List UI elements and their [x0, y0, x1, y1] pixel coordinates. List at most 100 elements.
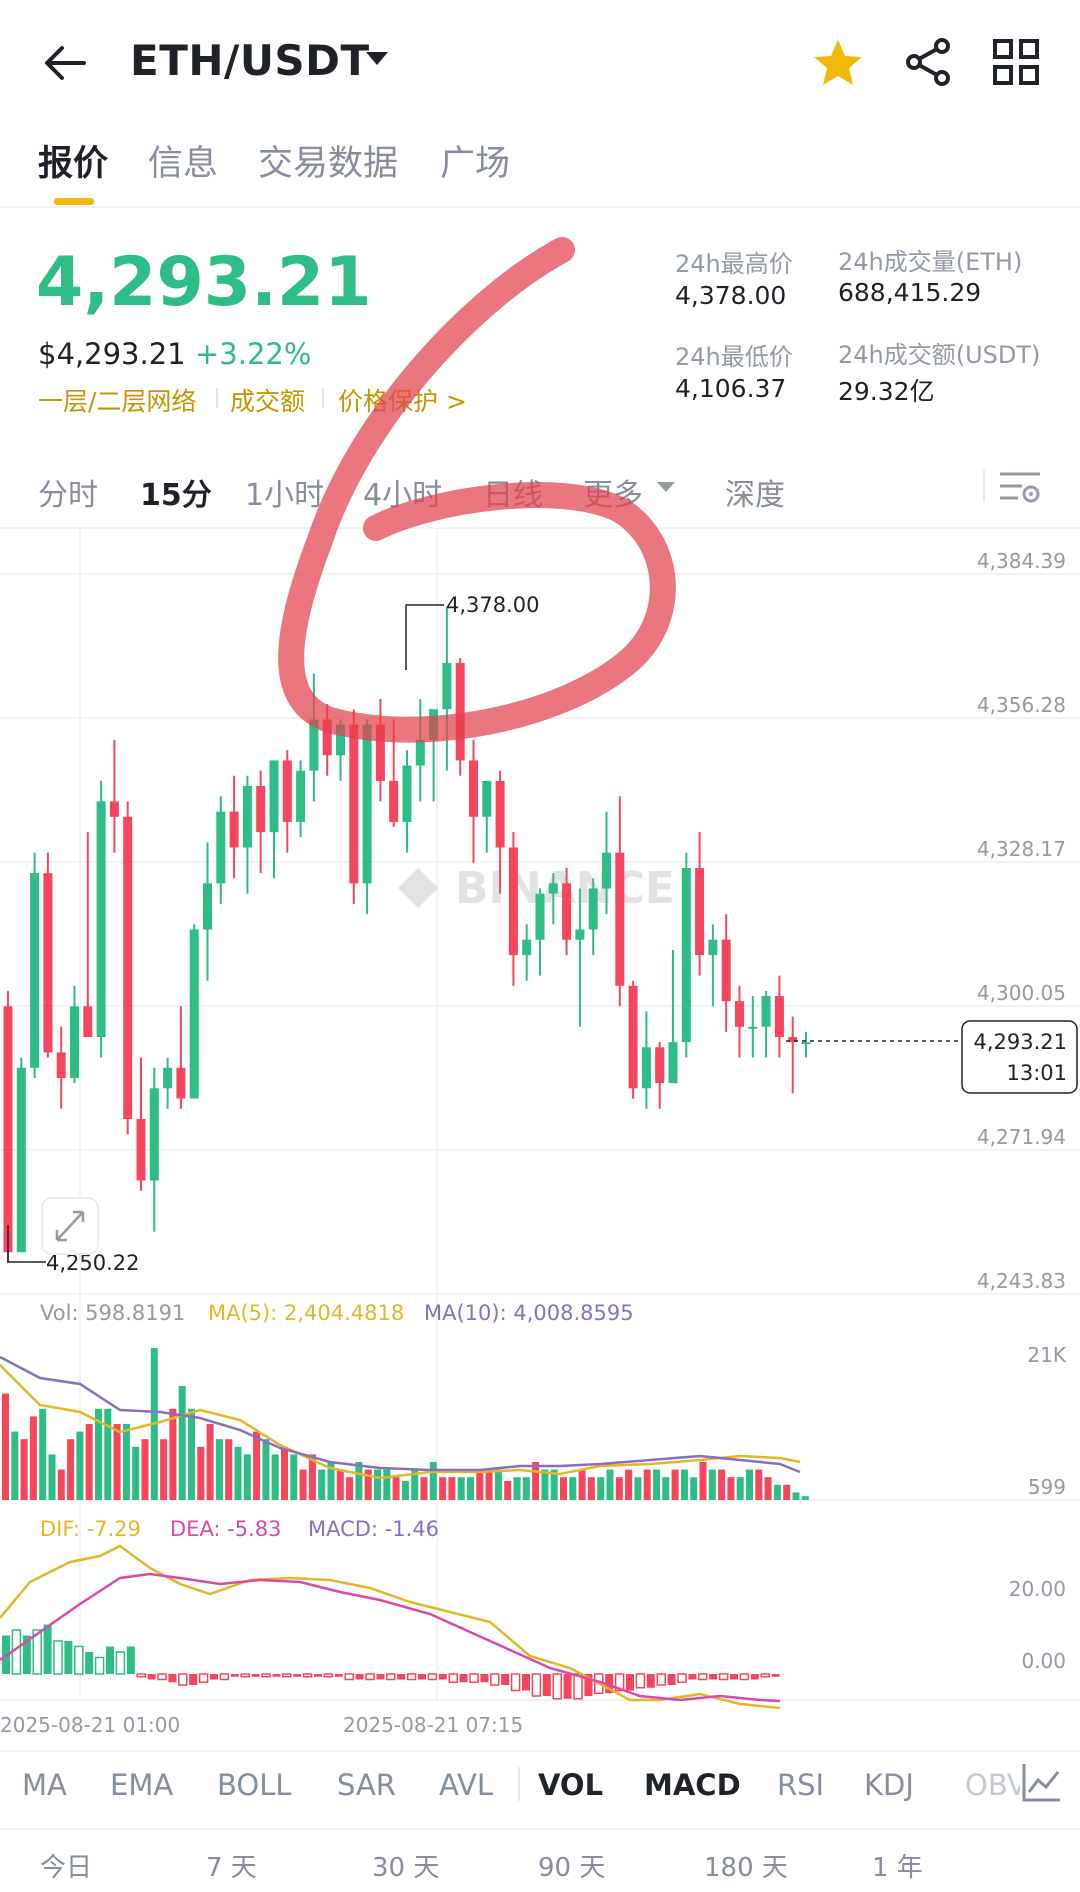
macd-bar [43, 1624, 52, 1674]
range-30d[interactable]: 30 天 [372, 1853, 440, 1883]
volume-bar [206, 1424, 214, 1500]
favorite-star-icon[interactable] [810, 36, 866, 92]
volume-bar [690, 1477, 698, 1500]
turnover-link[interactable]: 成交额 [230, 387, 306, 416]
volume-bar [20, 1439, 28, 1500]
volume-bar [476, 1469, 484, 1500]
indicator-settings-icon[interactable] [1020, 1760, 1064, 1804]
indicator-kdj[interactable]: KDJ [864, 1768, 914, 1802]
volume-bar [57, 1469, 65, 1500]
interval-1h[interactable]: 1小时 [245, 478, 325, 513]
chart-settings-icon[interactable] [998, 468, 1042, 508]
macd-bar [448, 1673, 458, 1683]
max-marker-line [405, 604, 444, 670]
volume-bar [225, 1439, 233, 1500]
candle-body [216, 811, 226, 884]
candles [3, 606, 811, 1263]
candle-body [203, 883, 212, 930]
volume-eth-value: 688,415.29 [838, 278, 982, 307]
network-tag-link[interactable]: 一层/二层网络 [38, 387, 197, 416]
candle-body [56, 1052, 66, 1079]
macd-bar [323, 1673, 334, 1678]
macd-bar [605, 1674, 614, 1694]
range-1y[interactable]: 1 年 [872, 1853, 923, 1883]
volume-bar [634, 1477, 642, 1500]
candle-body [442, 663, 452, 710]
tab-quote[interactable]: 报价 [38, 144, 109, 184]
range-7d[interactable]: 7 天 [206, 1853, 257, 1883]
price-tick: 4,384.39 [977, 549, 1066, 573]
indicator-ema[interactable]: EMA [110, 1768, 174, 1802]
volume-bar [132, 1446, 140, 1500]
indicator-macd[interactable]: MACD [644, 1768, 741, 1802]
fullscreen-button[interactable] [41, 1197, 99, 1255]
macd-bar [552, 1673, 562, 1700]
volume-bar [169, 1408, 177, 1500]
indicator-avl[interactable]: AVL [439, 1768, 493, 1802]
indicator-vol[interactable]: VOL [538, 1768, 604, 1802]
indicator-sar[interactable]: SAR [337, 1768, 396, 1802]
interval-depth[interactable]: 深度 [725, 478, 785, 513]
tab-trading-data[interactable]: 交易数据 [258, 144, 399, 184]
volume-bar [643, 1469, 651, 1500]
time-axis-label: 2025-08-21 01:00 [0, 1713, 180, 1737]
indicator-obv[interactable]: OBV [965, 1768, 1027, 1802]
chevron-down-icon[interactable] [366, 52, 388, 65]
volume-bar [113, 1424, 121, 1500]
back-arrow-icon[interactable] [36, 35, 96, 95]
macd-bar [469, 1673, 479, 1683]
volume-bar [262, 1439, 270, 1500]
interval-4h[interactable]: 4小时 [363, 478, 443, 513]
candle-body [495, 780, 505, 848]
vol-ma10-legend: MA(10): 4,008.8595 [424, 1301, 634, 1325]
tab-info[interactable]: 信息 [148, 144, 219, 184]
volume-bar [569, 1477, 577, 1500]
min-marker-line [7, 1225, 46, 1263]
candle-body [748, 1026, 758, 1029]
volume-bar [76, 1431, 84, 1500]
indicator-rsi[interactable]: RSI [777, 1768, 825, 1802]
grid-menu-icon[interactable] [992, 38, 1040, 86]
chart-gridlines [0, 530, 1080, 1701]
tab-square[interactable]: 广场 [440, 144, 511, 184]
macd-bar [293, 1674, 302, 1677]
last-price-tag-value: 4,293.21 [973, 1030, 1067, 1054]
volume-bar [560, 1477, 567, 1500]
volume-bar [308, 1454, 316, 1500]
candle-body [389, 780, 399, 822]
candle-body [282, 760, 292, 822]
chevron-down-icon[interactable] [657, 482, 675, 492]
pair-selector[interactable]: ETH/USDT [130, 36, 370, 85]
candle-body [522, 939, 532, 956]
candle-body [309, 719, 319, 771]
volume-usdt-value: 29.32亿 [838, 377, 935, 406]
macd-bar [53, 1640, 63, 1675]
volume-bar [764, 1477, 772, 1500]
range-180d[interactable]: 180 天 [704, 1853, 788, 1883]
volume-bar [178, 1386, 186, 1500]
interval-15m[interactable]: 15分 [140, 478, 212, 513]
volume-bar [336, 1469, 344, 1500]
volume-bar [532, 1462, 540, 1500]
interval-timeshare[interactable]: 分时 [38, 478, 98, 513]
range-90d[interactable]: 90 天 [538, 1853, 606, 1883]
volume-bar [504, 1481, 512, 1500]
interval-more[interactable]: 更多 [583, 478, 643, 513]
volume-bar [253, 1431, 261, 1500]
price-protection-link[interactable]: 价格保护 > [338, 387, 467, 416]
interval-daily[interactable]: 日线 [483, 478, 543, 513]
indicator-ma[interactable]: MA [22, 1768, 67, 1802]
volume-bar [746, 1469, 753, 1500]
last-price-tag [961, 1020, 1078, 1094]
candlestick-chart[interactable]: BINANCE 4,384.39 4,356.28 4,328.17 4,300… [0, 530, 1080, 1750]
range-today[interactable]: 今日 [40, 1853, 93, 1883]
candle-body [508, 847, 518, 956]
macd-bar [230, 1674, 239, 1677]
indicator-boll[interactable]: BOLL [217, 1768, 292, 1802]
candle-body [229, 811, 239, 848]
macd-bar [542, 1674, 551, 1696]
volume-bar [522, 1477, 530, 1500]
volume-bar [327, 1462, 335, 1500]
share-icon[interactable] [902, 36, 954, 88]
candle-body [721, 939, 731, 1002]
